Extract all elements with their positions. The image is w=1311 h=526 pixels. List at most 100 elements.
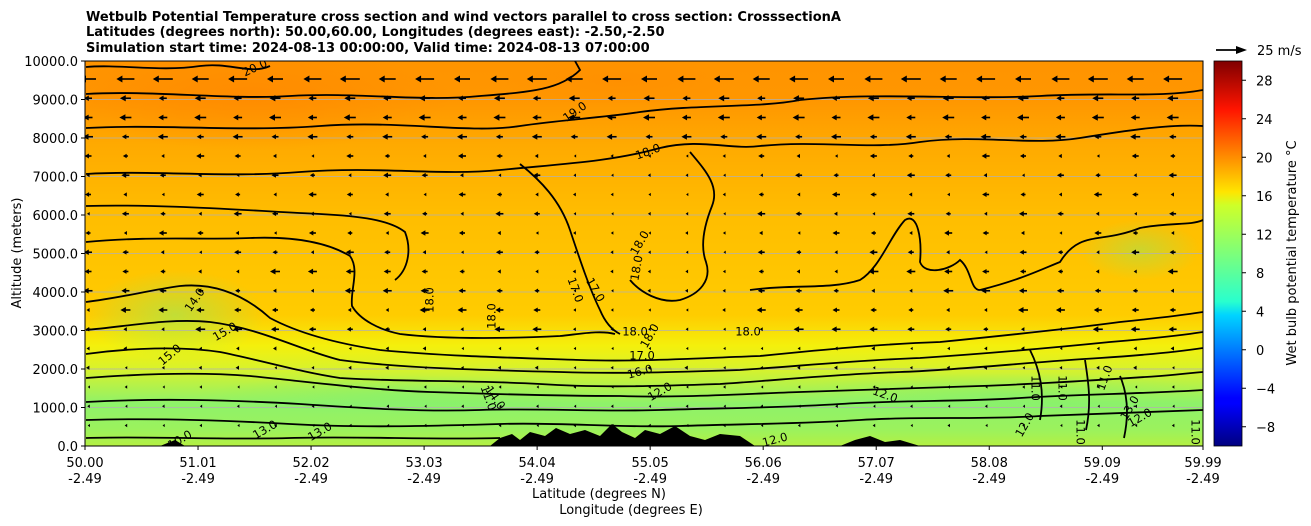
wind-arrow-head [497, 230, 501, 236]
contour-label: 11.0 [1189, 419, 1203, 445]
wind-arrow-head [1055, 307, 1062, 313]
wind-arrow-head [534, 288, 539, 293]
wind-arrow-head [490, 75, 497, 83]
wind-arrow-head [197, 230, 202, 236]
chart-title-line-1: Wetbulb Potential Temperature cross sect… [86, 10, 841, 25]
wind-arrow-head [981, 287, 987, 294]
wind-arrow-head [647, 211, 651, 216]
wind-arrow-head [124, 423, 128, 428]
wind-arrow-head [900, 75, 907, 83]
wind-arrow-head [1095, 173, 1100, 178]
wind-arrow-head [610, 327, 614, 332]
wind-arrow-head [1094, 134, 1099, 140]
contour-label: 11.0 [1029, 375, 1043, 401]
wind-arrow-head [423, 154, 427, 158]
wind-arrow-head [196, 153, 201, 159]
wind-arrow-head [835, 154, 838, 158]
wind-arrow-head [610, 231, 614, 235]
wind-arrow-head [985, 385, 988, 389]
wind-arrow-head [236, 173, 240, 178]
wind-arrow-head [344, 287, 351, 294]
wind-arrow-head [685, 231, 689, 235]
wind-arrow-head [648, 192, 651, 197]
wind-arrow-head [386, 404, 389, 408]
wind-arrow-head [271, 172, 276, 178]
wind-arrow-head [872, 366, 876, 370]
wind-arrow-head [116, 75, 123, 83]
wind-arrow-head [495, 249, 501, 255]
wind-arrow-head [686, 385, 689, 389]
wind-arrow-head [1056, 95, 1062, 101]
wind-arrow-head [346, 326, 351, 332]
wind-arrow-head [85, 153, 89, 159]
contour-11-east-loop [1029, 349, 1128, 439]
wind-arrow-head [199, 385, 202, 389]
wind-arrow-head [199, 250, 202, 255]
x-tick-label-lat: 56.06 [745, 456, 782, 471]
wind-arrow-head [867, 114, 874, 121]
y-tick-label: 3000.0 [33, 325, 79, 340]
wind-arrow-head [459, 269, 464, 274]
wind-arrow-head [722, 231, 726, 235]
wind-arrow-head [573, 423, 576, 428]
wind-arrow-head [378, 75, 385, 83]
wind-arrow-head [869, 326, 875, 332]
contour-label: 18.0 [423, 287, 437, 313]
wind-arrow-head [123, 231, 127, 235]
wind-arrow-head [273, 192, 277, 197]
y-tick-label: 0.0 [57, 440, 78, 455]
wind-arrow-head [648, 346, 651, 351]
wind-arrow-head [1134, 423, 1138, 428]
wind-arrow-head [760, 173, 763, 178]
x-axis-label-latitude: Latitude (degrees N) [532, 487, 666, 502]
wind-arrow-head [160, 250, 165, 255]
wind-arrow-head [199, 423, 202, 428]
wind-arrow-head [685, 250, 689, 254]
cool-pocket-east [1080, 220, 1200, 280]
wind-arrow-head [1168, 326, 1174, 332]
x-tick-label-lat: 55.05 [632, 456, 669, 471]
wind-arrow-head [834, 365, 838, 370]
wind-arrow-head [1169, 211, 1174, 217]
x-tick-label-lon: -2.49 [520, 472, 554, 487]
wind-arrow-head [722, 269, 726, 274]
wind-arrow-head [273, 288, 277, 293]
wind-arrow-head [307, 114, 314, 121]
wind-arrow-head [685, 269, 689, 274]
wind-arrow-head [234, 153, 239, 159]
wind-arrow-head [723, 212, 726, 216]
wind-arrow-head [1058, 153, 1062, 159]
wind-arrow-head [348, 173, 352, 178]
wind-arrow-head [1169, 249, 1174, 255]
wind-arrow-head [1132, 230, 1137, 236]
wind-arrow-head [1087, 75, 1094, 83]
wind-arrow-head [908, 153, 913, 159]
wind-arrow-head [236, 404, 240, 408]
wind-arrow-head [1170, 288, 1174, 293]
wind-arrow-head [718, 95, 725, 102]
colorbar-tick-label: −8 [1256, 421, 1275, 436]
wind-arrow-head [161, 154, 165, 158]
wind-arrow-head [723, 327, 726, 331]
wind-arrow-head [418, 114, 425, 121]
wind-arrow-head [983, 365, 987, 370]
wind-arrow-head [758, 153, 763, 159]
wind-arrow-head [870, 192, 875, 197]
colorbar-ticks: −8 −4 0 4 8 12 16 20 24 28 [1242, 74, 1275, 436]
wind-arrow-head [760, 385, 764, 389]
wind-arrow-head [723, 173, 726, 177]
wind-arrow-head [1169, 134, 1174, 140]
wind-arrow-head [85, 249, 89, 255]
x-tick-label-lon: -2.49 [1085, 472, 1119, 487]
wind-arrow-head [794, 307, 800, 313]
wind-arrow-head [1131, 307, 1137, 313]
wind-arrow-head [1096, 346, 1100, 351]
wind-arrow-head [461, 365, 464, 370]
wind-arrow-head [460, 173, 464, 178]
wind-arrow-head [648, 423, 651, 428]
colorbar-tick-label: 28 [1256, 74, 1273, 89]
wind-arrow-head [723, 385, 726, 389]
wind-arrow-head [1017, 95, 1024, 102]
wind-arrow-head [162, 423, 165, 428]
wind-arrow-head [871, 173, 875, 178]
